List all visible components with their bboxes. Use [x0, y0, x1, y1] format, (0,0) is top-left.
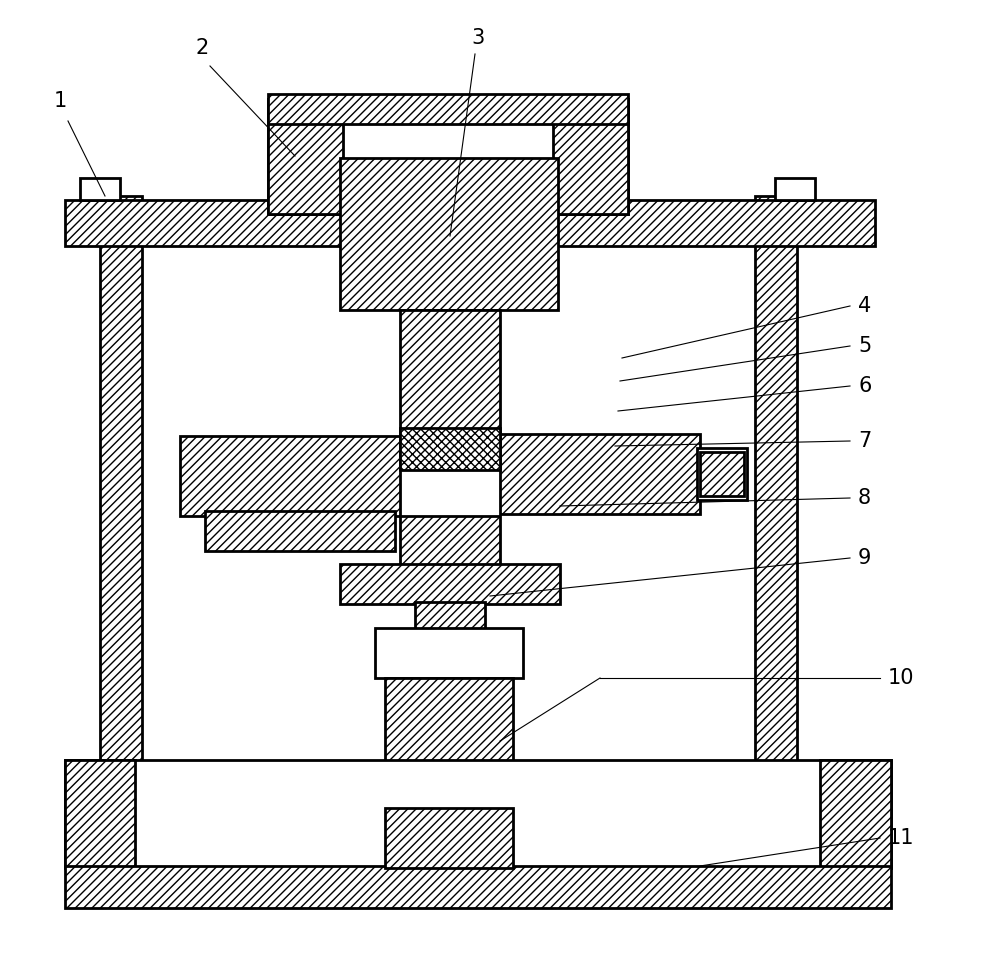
Bar — [385, 678, 513, 778]
Bar — [340, 158, 558, 310]
Bar — [205, 511, 395, 551]
Text: 2: 2 — [195, 38, 209, 58]
Bar — [385, 808, 513, 868]
Text: 10: 10 — [888, 668, 914, 688]
Bar — [820, 760, 891, 868]
Bar — [697, 448, 747, 500]
Text: 11: 11 — [888, 828, 914, 848]
Text: 8: 8 — [858, 488, 871, 508]
Bar — [65, 760, 891, 868]
Bar — [375, 628, 523, 678]
Bar — [268, 94, 628, 124]
Bar — [700, 452, 744, 496]
Bar — [180, 436, 400, 516]
Text: 4: 4 — [858, 296, 871, 316]
Bar — [400, 428, 500, 470]
Bar — [755, 196, 797, 761]
Bar — [775, 178, 815, 200]
Text: 9: 9 — [858, 548, 871, 568]
Bar — [100, 196, 142, 761]
Bar — [400, 516, 500, 566]
Bar — [65, 760, 135, 868]
Bar — [340, 564, 560, 604]
Text: 1: 1 — [53, 91, 67, 111]
Bar — [415, 602, 485, 630]
Bar — [65, 866, 891, 908]
Bar — [268, 99, 343, 214]
Bar — [400, 310, 500, 456]
Text: 6: 6 — [858, 376, 871, 396]
Text: 3: 3 — [471, 28, 485, 48]
Bar — [268, 99, 628, 214]
Bar — [500, 434, 700, 514]
Bar — [415, 778, 485, 808]
Text: 5: 5 — [858, 336, 871, 356]
Bar — [65, 200, 875, 246]
Bar — [553, 99, 628, 214]
Text: 7: 7 — [858, 431, 871, 451]
Bar — [80, 178, 120, 200]
